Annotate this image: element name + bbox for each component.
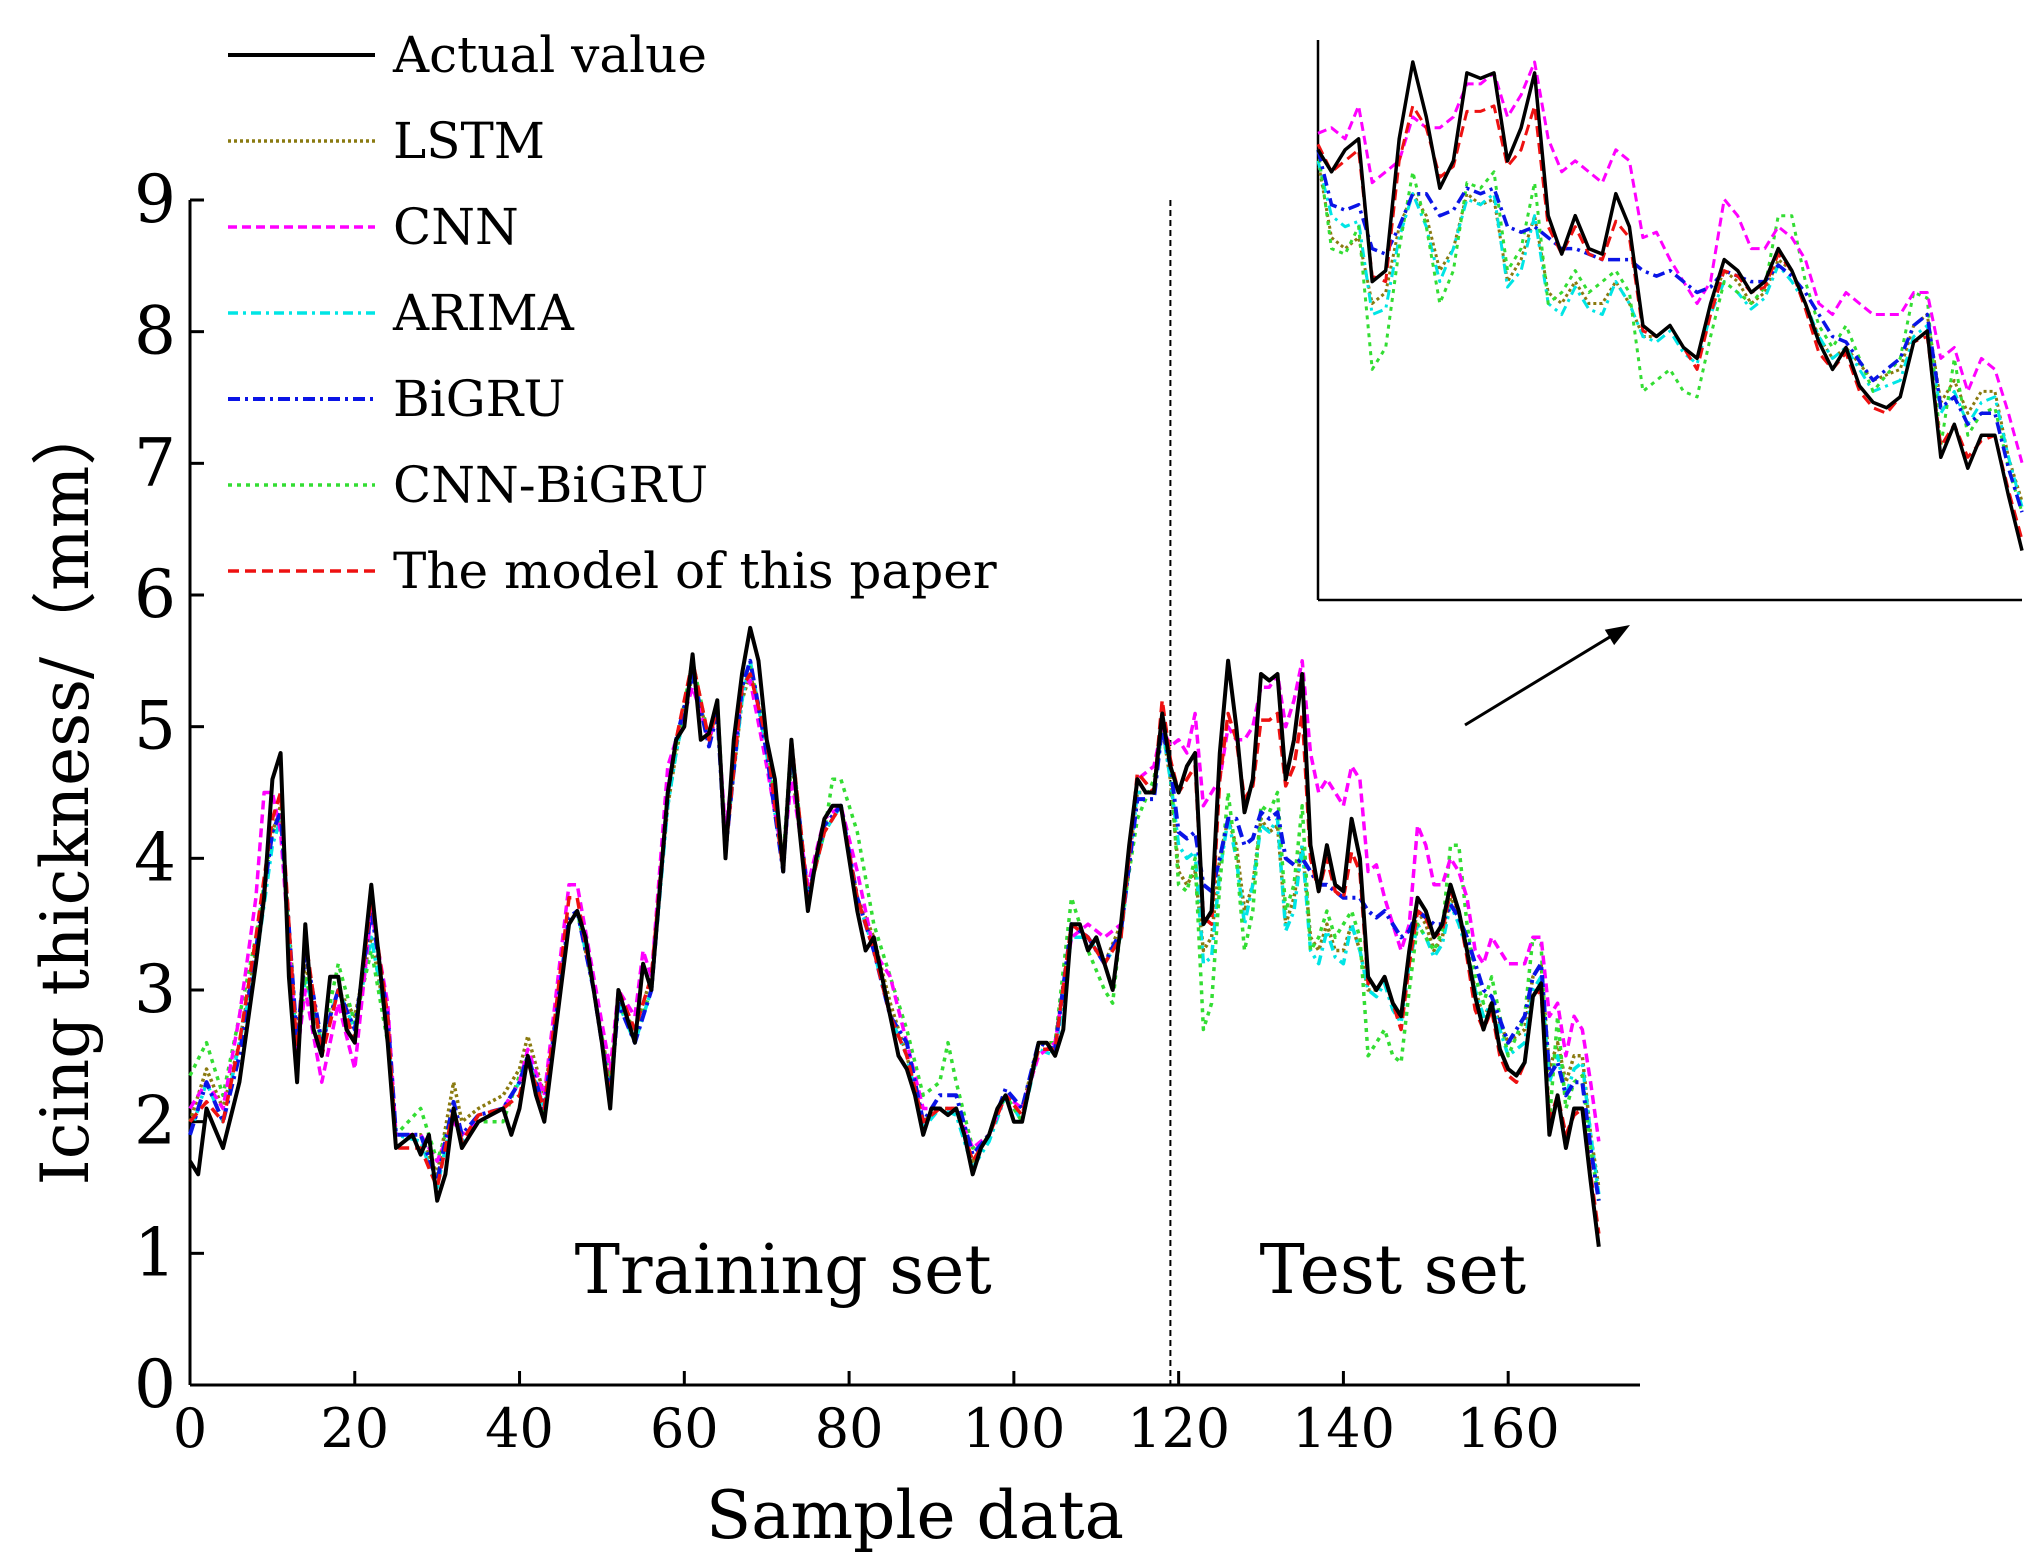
y-tick-label: 4: [134, 819, 176, 896]
main-plot-area: 0 1 2 3 4 5 6 7 8 9 0 20 40 60 80 100 120 140 160 Icing t…: [27, 161, 1640, 1554]
series-line-actual-value: [188, 625, 1601, 1248]
legend-label: CNN: [393, 198, 519, 256]
series-line-cnn-bigru: [188, 659, 1601, 1201]
x-tick-label: 160: [1457, 1397, 1560, 1460]
inset-series-line-cnn: [1317, 60, 2024, 464]
y-tick-label: 7: [134, 424, 176, 501]
x-tick-label: 140: [1292, 1397, 1395, 1460]
x-tick-label: 120: [1127, 1397, 1230, 1460]
series-line-cnn: [188, 659, 1601, 1163]
inset-series-line-actual-value: [1316, 60, 2024, 552]
x-tick-label: 20: [320, 1397, 389, 1460]
inset-zoom-plot: [1316, 40, 2024, 602]
zoom-arrow-shaft: [1464, 630, 1619, 727]
inset-series-lines: [1316, 60, 2024, 552]
legend-label: CNN-BiGRU: [393, 456, 708, 514]
series-lines: [188, 625, 1601, 1248]
y-tick-label: 0: [134, 1346, 176, 1423]
y-tick-label: 5: [134, 688, 176, 765]
x-tick-label: 0: [173, 1397, 207, 1460]
zoom-arrow: [1464, 625, 1630, 727]
x-tick-label: 40: [485, 1397, 554, 1460]
x-axis-ticks: 0 20 40 60 80 100 120 140 160: [173, 1371, 1560, 1460]
training-set-label: Training set: [575, 1231, 992, 1310]
series-line-lstm: [188, 672, 1601, 1188]
x-tick-label: 100: [962, 1397, 1065, 1460]
y-tick-label: 3: [134, 951, 176, 1028]
series-line-bigru: [188, 658, 1601, 1202]
legend-label: LSTM: [393, 112, 545, 170]
y-tick-label: 9: [134, 161, 176, 238]
x-tick-label: 80: [815, 1397, 884, 1460]
x-axis-title: Sample data: [706, 1477, 1124, 1554]
legend-label: BiGRU: [393, 370, 565, 428]
x-tick-label: 60: [650, 1397, 719, 1460]
y-tick-label: 8: [134, 293, 176, 370]
zoom-arrow-head: [1604, 625, 1630, 646]
y-axis-title: Icing thickness/（mm）: [27, 400, 104, 1186]
y-tick-label: 6: [134, 556, 176, 633]
legend-label: The model of this paper: [393, 542, 997, 600]
y-axis-ticks: 0 1 2 3 4 5 6 7 8 9: [134, 161, 204, 1423]
series-line-the-model-of-this-paper: [188, 659, 1601, 1234]
legend-label: Actual value: [392, 26, 707, 84]
inset-series-line-arima: [1316, 160, 2024, 508]
y-tick-label: 2: [134, 1083, 176, 1160]
series-line-arima: [188, 659, 1601, 1195]
test-set-label: Test set: [1260, 1231, 1527, 1310]
legend-label: ARIMA: [392, 284, 575, 342]
inset-series-line-bigru: [1316, 149, 2024, 513]
legend: Actual value LSTM CNN ARIMA BiGRU CNN-BiGRU Th…: [228, 26, 997, 600]
y-tick-label: 1: [134, 1214, 176, 1291]
